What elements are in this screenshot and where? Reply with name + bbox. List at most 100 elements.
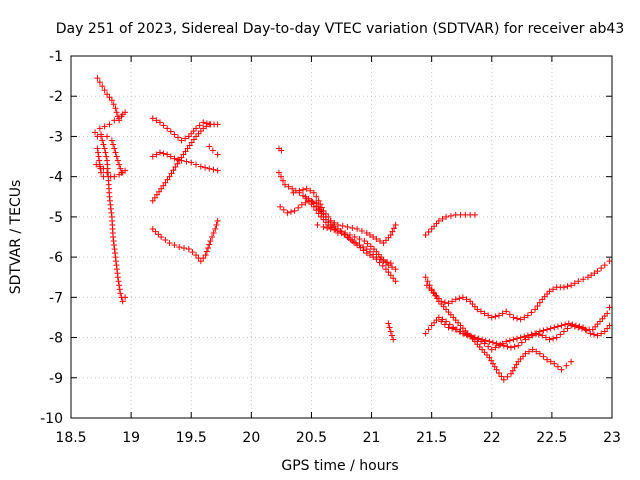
data-point-interp xyxy=(174,156,181,163)
data-point-interp xyxy=(506,311,513,318)
y-tick-label: -3 xyxy=(49,129,63,145)
data-point-interp xyxy=(562,321,569,328)
data-point xyxy=(392,278,399,285)
data-point-interp xyxy=(571,323,578,330)
data-point xyxy=(558,322,565,329)
data-point xyxy=(601,328,608,335)
x-tick-label: 19 xyxy=(122,430,140,446)
data-point xyxy=(351,234,358,240)
data-point xyxy=(101,123,108,130)
data-point xyxy=(373,254,380,261)
data-point-interp xyxy=(189,249,196,256)
data-point xyxy=(387,231,394,238)
data-point-interp xyxy=(509,367,516,374)
data-point xyxy=(98,169,105,176)
data-point-interp xyxy=(153,191,160,198)
data-point-interp xyxy=(167,153,174,160)
data-point xyxy=(92,129,99,136)
data-point xyxy=(281,181,288,188)
data-point xyxy=(278,147,285,154)
data-point-interp xyxy=(389,228,396,235)
data-point xyxy=(185,246,192,253)
x-tick-label: 21.5 xyxy=(416,430,447,446)
data-point-interp xyxy=(160,122,167,129)
data-point-interp xyxy=(188,139,195,146)
data-point xyxy=(387,260,394,267)
data-point xyxy=(158,185,165,192)
data-point xyxy=(207,238,214,245)
data-point xyxy=(96,125,103,132)
data-point-interp xyxy=(339,222,346,229)
data-point-interp xyxy=(521,333,528,340)
data-point-interp xyxy=(506,337,513,344)
data-point-interp xyxy=(318,204,325,211)
data-point-interp xyxy=(390,275,397,282)
data-point xyxy=(156,119,163,126)
data-point-interp xyxy=(162,179,169,186)
data-point xyxy=(206,143,213,150)
data-point xyxy=(197,258,204,265)
data-point xyxy=(495,342,502,349)
data-point-interp xyxy=(152,228,159,235)
data-point-interp xyxy=(441,299,448,306)
data-point-interp xyxy=(174,160,181,167)
data-point-interp xyxy=(534,303,541,310)
data-point-interp xyxy=(153,117,160,124)
data-point-interp xyxy=(489,360,496,367)
data-point xyxy=(435,217,442,224)
data-point-interp xyxy=(598,330,605,337)
data-point-interp xyxy=(285,183,292,190)
data-point xyxy=(149,225,156,232)
data-point-interp xyxy=(540,353,547,360)
data-point-interp xyxy=(210,229,217,236)
data-point xyxy=(422,231,429,238)
data-point xyxy=(435,314,442,321)
data-point-interp xyxy=(307,187,314,194)
data-point xyxy=(522,336,529,343)
data-point-interp xyxy=(324,224,331,231)
data-point-interp xyxy=(513,361,520,368)
data-point xyxy=(314,221,321,228)
data-point xyxy=(459,330,466,337)
data-point-interp xyxy=(542,334,549,341)
data-point xyxy=(529,346,536,353)
data-point xyxy=(500,376,507,383)
data-point xyxy=(503,308,510,315)
data-point xyxy=(553,334,560,341)
x-tick-labels: 18.5 19 19.5 20 20.5 21 21.5 22 22.5 23 xyxy=(55,430,621,446)
data-point-interp xyxy=(578,325,585,332)
data-point xyxy=(481,340,488,347)
data-point xyxy=(486,354,493,361)
data-point xyxy=(108,97,115,104)
y-tick-labels: -1 -2 -3 -4 -5 -6 -7 -8 -9 -10 xyxy=(40,49,63,427)
data-point-interp xyxy=(202,164,209,171)
data-point xyxy=(106,121,113,128)
data-points xyxy=(92,75,613,383)
data-point xyxy=(111,173,118,180)
data-point-interp xyxy=(536,299,543,306)
data-point xyxy=(149,153,156,160)
data-point xyxy=(176,157,183,164)
data-point-interp xyxy=(424,278,431,285)
data-point xyxy=(438,318,445,325)
data-point xyxy=(524,312,531,319)
data-point-interp xyxy=(366,231,373,238)
data-point-interp xyxy=(456,295,463,302)
data-point xyxy=(116,161,123,168)
data-point xyxy=(517,334,524,341)
y-tick-label: -9 xyxy=(49,371,63,387)
data-point-interp xyxy=(345,235,352,242)
data-point-interp xyxy=(387,272,394,279)
data-point xyxy=(422,330,429,337)
y-axis-label: SDTVAR / TECUs xyxy=(8,180,24,295)
y-tick-label: -4 xyxy=(49,170,63,186)
data-point xyxy=(200,119,207,126)
data-point xyxy=(481,310,488,317)
data-point-interp xyxy=(425,326,432,333)
data-point xyxy=(149,197,156,204)
data-point xyxy=(474,306,481,313)
data-point xyxy=(488,314,495,321)
data-point xyxy=(452,326,459,333)
data-point-interp xyxy=(488,357,495,364)
data-point-interp xyxy=(99,137,106,144)
